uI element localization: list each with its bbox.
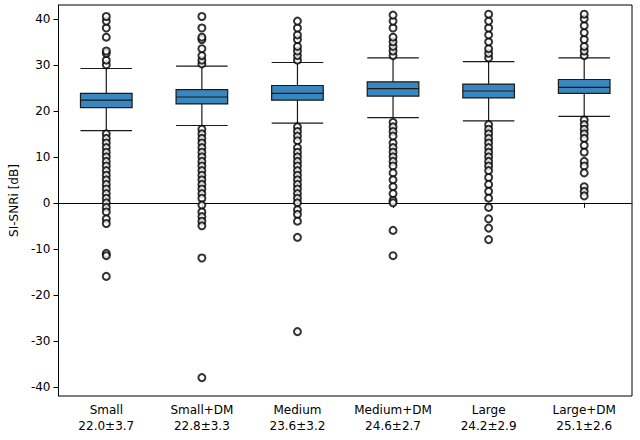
svg-text:Small+DM: Small+DM: [170, 403, 233, 417]
svg-text:22.0±3.7: 22.0±3.7: [78, 419, 134, 433]
svg-text:Medium: Medium: [273, 403, 321, 417]
svg-text:30: 30: [35, 58, 50, 72]
svg-text:20: 20: [35, 104, 50, 118]
svg-text:Large: Large: [472, 403, 506, 417]
svg-text:-40: -40: [31, 380, 51, 394]
svg-text:22.8±3.3: 22.8±3.3: [174, 419, 230, 433]
svg-text:24.2±2.9: 24.2±2.9: [461, 419, 517, 433]
svg-text:25.1±2.6: 25.1±2.6: [556, 419, 612, 433]
svg-text:Small: Small: [90, 403, 123, 417]
svg-text:SI-SNRi [dB]: SI-SNRi [dB]: [7, 164, 21, 237]
svg-text:-10: -10: [31, 242, 51, 256]
svg-text:-30: -30: [31, 334, 51, 348]
svg-text:-20: -20: [31, 288, 51, 302]
svg-text:Medium+DM: Medium+DM: [354, 403, 432, 417]
svg-text:24.6±2.7: 24.6±2.7: [365, 419, 421, 433]
svg-text:40: 40: [35, 12, 50, 26]
svg-text:10: 10: [35, 150, 50, 164]
svg-text:23.6±3.2: 23.6±3.2: [270, 419, 326, 433]
svg-text:Large+DM: Large+DM: [552, 403, 615, 417]
svg-text:0: 0: [43, 196, 51, 210]
